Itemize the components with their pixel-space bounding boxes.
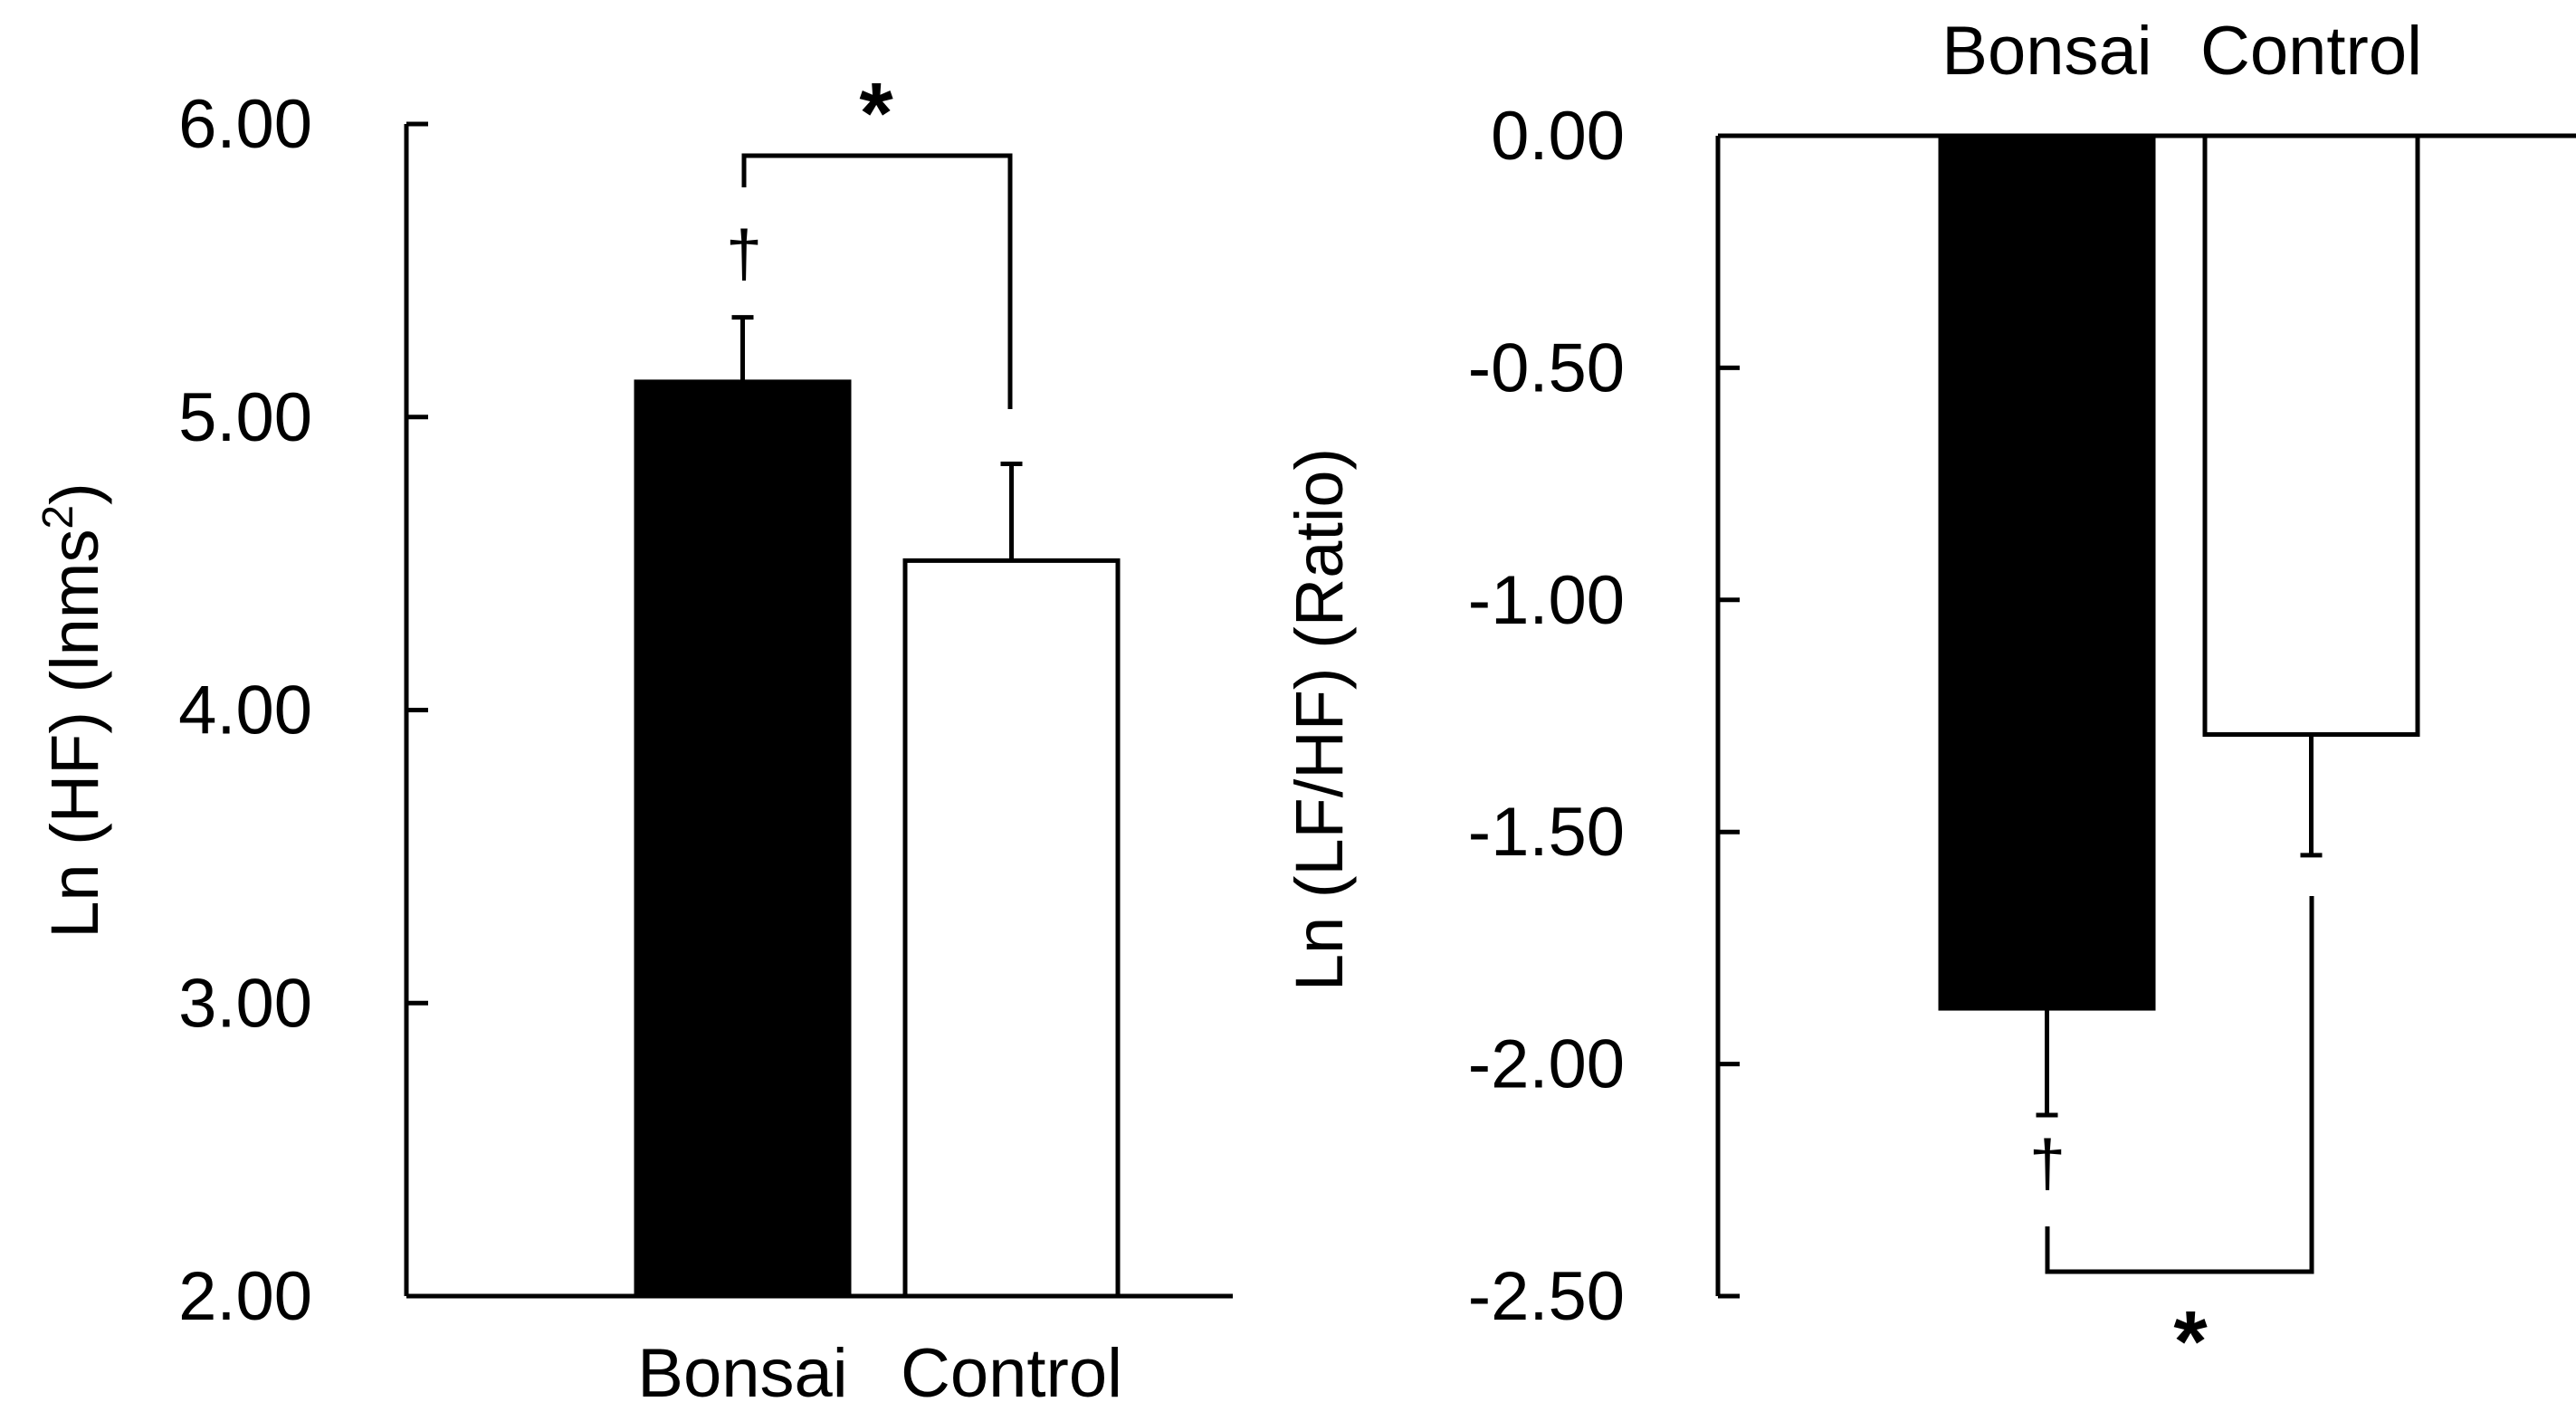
y-tick-label: -2.50 [1468, 1258, 1625, 1335]
category-label-control: Control [901, 1335, 1122, 1412]
y-tick-label: 5.00 [178, 379, 312, 456]
y-tick-label: 4.00 [178, 672, 312, 749]
significance-star: * [859, 65, 893, 162]
y-tick-label: -2.00 [1468, 1026, 1625, 1103]
dagger-annotation: † [2029, 1128, 2066, 1200]
y-tick-label: 2.00 [178, 1258, 312, 1335]
chart-lfhf: -2.50 -2.00 -1.50 -1.00 -0.50 0.00 Ln (LF/HF) … [1282, 13, 2576, 1390]
y-tick-label: -1.50 [1468, 794, 1625, 871]
category-label-control: Control [2200, 13, 2422, 90]
y-tick-label: 0.00 [1491, 98, 1625, 175]
dagger-annotation: † [726, 218, 762, 291]
y-tick-label: -1.00 [1468, 562, 1625, 639]
y-axis-label-tail: ) [37, 482, 112, 505]
y-axis-label: Ln (HF) (lnms2) [34, 482, 112, 939]
y-tick-label: 3.00 [178, 965, 312, 1042]
y-axis-label-main: Ln (HF) (lnms [37, 529, 112, 939]
category-label-bonsai: Bonsai [637, 1335, 847, 1412]
y-axis-label-superscript: 2 [34, 505, 82, 529]
significance-bracket [741, 153, 1013, 409]
significance-star: * [2173, 1293, 2208, 1390]
bar-bonsai [1938, 133, 2156, 1011]
chart-hf: 2.00 3.00 4.00 5.00 6.00 Ln (HF) (lnms2) Bonsa… [34, 65, 1233, 1412]
bar-control [902, 558, 1121, 1299]
y-axis-label: Ln (LF/HF) (Ratio) [1282, 448, 1357, 991]
y-tick-label: -0.50 [1468, 329, 1625, 406]
bar-bonsai [634, 379, 852, 1299]
bar-control [2202, 133, 2420, 738]
significance-bracket [2045, 896, 2314, 1274]
category-label-bonsai: Bonsai [1942, 13, 2151, 90]
y-tick-label: 6.00 [178, 86, 312, 163]
